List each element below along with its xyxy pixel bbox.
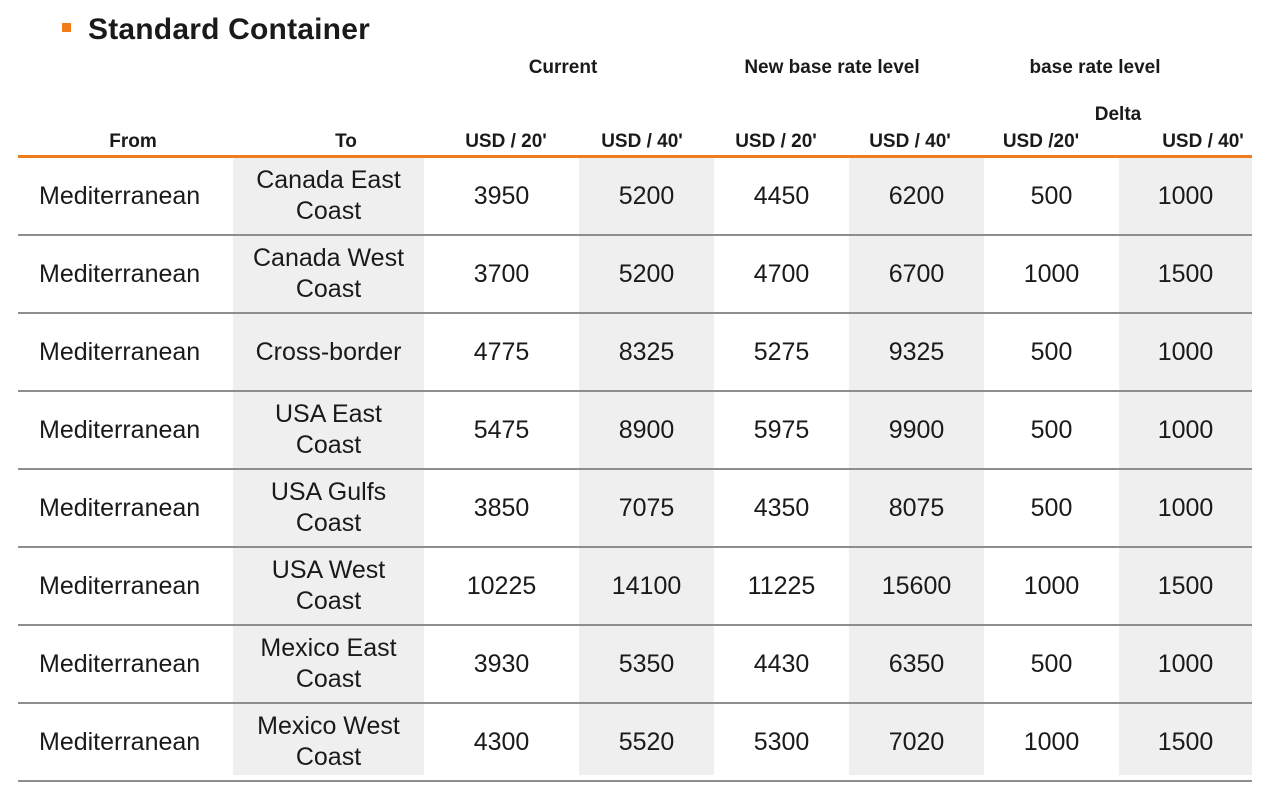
cell-to: USA East Coast xyxy=(233,391,424,470)
column-header-to: To xyxy=(335,131,357,152)
cell-from: Mediterranean xyxy=(18,158,233,236)
cell-delta-40: 1000 xyxy=(1119,391,1252,470)
cell-delta-40: 1000 xyxy=(1119,313,1252,392)
cell-current-40: 5350 xyxy=(579,625,714,704)
cell-delta-20: 1000 xyxy=(984,235,1119,314)
cell-current-20: 4300 xyxy=(424,703,579,782)
cell-current-40: 14100 xyxy=(579,547,714,626)
column-header-delta-20: USD /20' xyxy=(1002,131,1080,152)
cell-new-40: 6200 xyxy=(849,158,984,236)
cell-to: Mexico West Coast xyxy=(233,703,424,782)
cell-delta-40: 1500 xyxy=(1119,547,1252,626)
group-header-current: Current xyxy=(528,57,598,78)
cell-from: Mediterranean xyxy=(18,313,233,392)
cell-delta-20: 500 xyxy=(984,625,1119,704)
cell-delta-20: 500 xyxy=(984,313,1119,392)
table-row: Mediterranean Cross-border 4775 8325 5275 932… xyxy=(18,313,1252,392)
cell-to: Canada West Coast xyxy=(233,235,424,314)
cell-current-40: 8325 xyxy=(579,313,714,392)
cell-new-20: 11225 xyxy=(714,547,849,626)
column-header-current-40: USD / 40' xyxy=(601,131,683,152)
table-row: Mediterranean Mexico West Coast 4300 5520 53… xyxy=(18,703,1252,782)
cell-current-40: 8900 xyxy=(579,391,714,470)
table-row: Mediterranean USA Gulfs Coast 3850 7075 4350… xyxy=(18,469,1252,548)
cell-new-40: 7020 xyxy=(849,703,984,782)
cell-new-40: 6700 xyxy=(849,235,984,314)
cell-new-20: 5300 xyxy=(714,703,849,782)
cell-delta-20: 500 xyxy=(984,158,1119,236)
column-header-current-20: USD / 20' xyxy=(465,131,547,152)
rate-table-body: Mediterranean Canada East Coast 3950 5200 44… xyxy=(18,158,1252,782)
cell-new-20: 4700 xyxy=(714,235,849,314)
cell-current-40: 5200 xyxy=(579,158,714,236)
cell-current-20: 3700 xyxy=(424,235,579,314)
cell-from: Mediterranean xyxy=(18,625,233,704)
cell-from: Mediterranean xyxy=(18,391,233,470)
cell-from: Mediterranean xyxy=(18,469,233,548)
group-header-delta: Delta xyxy=(1094,104,1142,125)
bullet-square-icon xyxy=(62,22,71,32)
cell-current-40: 5520 xyxy=(579,703,714,782)
cell-new-20: 4350 xyxy=(714,469,849,548)
cell-to: Cross-border xyxy=(233,313,424,392)
cell-current-40: 5200 xyxy=(579,235,714,314)
cell-to: USA Gulfs Coast xyxy=(233,469,424,548)
cell-new-20: 4430 xyxy=(714,625,849,704)
cell-from: Mediterranean xyxy=(18,547,233,626)
cell-current-20: 10225 xyxy=(424,547,579,626)
cell-new-40: 8075 xyxy=(849,469,984,548)
cell-to: USA West Coast xyxy=(233,547,424,626)
cell-current-20: 4775 xyxy=(424,313,579,392)
column-header-from: From xyxy=(109,131,157,152)
cell-current-20: 3850 xyxy=(424,469,579,548)
page-title: Standard Container xyxy=(88,13,370,46)
title-row: Standard Container xyxy=(62,12,370,48)
table-row: Mediterranean Mexico East Coast 3930 5350 44… xyxy=(18,625,1252,704)
cell-delta-20: 1000 xyxy=(984,547,1119,626)
cell-new-40: 6350 xyxy=(849,625,984,704)
cell-new-40: 15600 xyxy=(849,547,984,626)
cell-from: Mediterranean xyxy=(18,703,233,782)
cell-to: Canada East Coast xyxy=(233,158,424,236)
cell-delta-40: 1500 xyxy=(1119,703,1252,782)
cell-delta-40: 1000 xyxy=(1119,469,1252,548)
cell-delta-40: 1000 xyxy=(1119,625,1252,704)
table-row: Mediterranean Canada West Coast 3700 5200 47… xyxy=(18,235,1252,314)
cell-new-20: 5275 xyxy=(714,313,849,392)
cell-to: Mexico East Coast xyxy=(233,625,424,704)
cell-delta-40: 1500 xyxy=(1119,235,1252,314)
cell-from: Mediterranean xyxy=(18,235,233,314)
column-header-delta-40: USD / 40' xyxy=(1162,131,1244,152)
table-row: Mediterranean USA West Coast 10225 14100 112… xyxy=(18,547,1252,626)
cell-delta-20: 1000 xyxy=(984,703,1119,782)
table-row: Mediterranean USA East Coast 5475 8900 5975 9… xyxy=(18,391,1252,470)
cell-delta-20: 500 xyxy=(984,391,1119,470)
cell-current-20: 3950 xyxy=(424,158,579,236)
column-header-new-40: USD / 40' xyxy=(869,131,951,152)
group-header-base: base rate level xyxy=(1029,57,1161,78)
group-header-new-base: New base rate level xyxy=(744,57,920,78)
cell-current-40: 7075 xyxy=(579,469,714,548)
cell-new-20: 5975 xyxy=(714,391,849,470)
cell-delta-40: 1000 xyxy=(1119,158,1252,236)
cell-new-40: 9325 xyxy=(849,313,984,392)
table-row: Mediterranean Canada East Coast 3950 5200 44… xyxy=(18,158,1252,236)
cell-delta-20: 500 xyxy=(984,469,1119,548)
column-header-new-20: USD / 20' xyxy=(735,131,817,152)
cell-new-20: 4450 xyxy=(714,158,849,236)
header-divider xyxy=(18,155,1252,158)
cell-current-20: 5475 xyxy=(424,391,579,470)
rate-table: Mediterranean Canada East Coast 3950 5200 44… xyxy=(18,158,1252,782)
cell-new-40: 9900 xyxy=(849,391,984,470)
cell-current-20: 3930 xyxy=(424,625,579,704)
